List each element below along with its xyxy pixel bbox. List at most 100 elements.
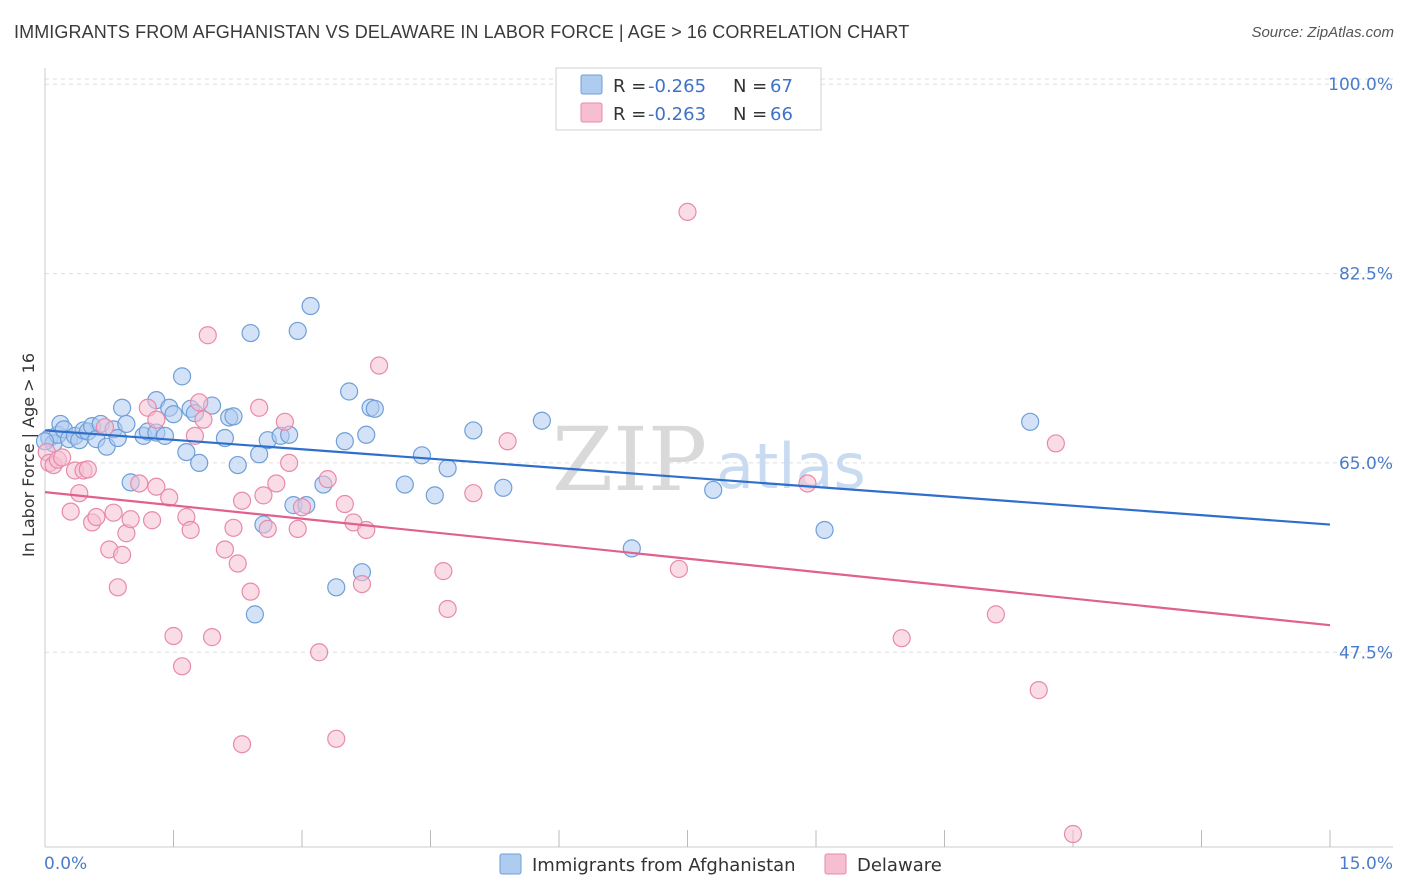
pink-point-11 bbox=[87, 507, 106, 527]
pink-point-47 bbox=[292, 498, 312, 517]
blue-point-61 bbox=[532, 411, 551, 430]
pink-point-16 bbox=[112, 545, 132, 564]
series-legend-label-blue: Immigrants from Afghanistan bbox=[532, 855, 796, 876]
watermark-atlas: atlas bbox=[716, 430, 866, 503]
blue-point-17 bbox=[117, 414, 136, 434]
pink-point-12 bbox=[95, 418, 115, 437]
scatter-points bbox=[35, 202, 1083, 844]
blue-point-37 bbox=[245, 605, 264, 624]
pink-point-46 bbox=[288, 519, 307, 539]
y-tick-label-1: 82.5% bbox=[1339, 265, 1393, 285]
series-legend-swatch-blue bbox=[499, 853, 522, 875]
series-legend-label-pink: Delaware bbox=[857, 855, 942, 876]
stats-legend-swatch-blue bbox=[580, 74, 603, 95]
blue-point-34 bbox=[224, 407, 243, 426]
pink-point-14 bbox=[104, 503, 123, 522]
pink-point-60 bbox=[669, 559, 689, 579]
pink-point-40 bbox=[250, 398, 269, 417]
blue-point-48 bbox=[327, 578, 346, 597]
blue-point-46 bbox=[301, 296, 320, 316]
blue-point-23 bbox=[155, 426, 175, 445]
pink-point-61 bbox=[678, 202, 697, 221]
blue-point-56 bbox=[412, 446, 432, 465]
pink-point-56 bbox=[434, 562, 453, 581]
trend-lines bbox=[44, 429, 1331, 627]
series-legend-swatch-pink bbox=[824, 853, 847, 875]
blue-point-57 bbox=[425, 486, 444, 505]
blue-point-50 bbox=[340, 382, 359, 401]
blue-point-54 bbox=[365, 399, 384, 418]
pink-point-30 bbox=[190, 393, 209, 412]
y-tick-label-3: 47.5% bbox=[1339, 643, 1393, 663]
pink-point-65 bbox=[1029, 681, 1048, 700]
legend-n-label-pink: N = bbox=[733, 104, 767, 125]
x-ticks: 0.0% 15.0% bbox=[44, 830, 1393, 874]
watermark: ZIP atlas bbox=[552, 408, 866, 511]
pink-point-18 bbox=[121, 510, 140, 529]
pink-point-5 bbox=[61, 502, 80, 521]
legend-r-value-pink: -0.263 bbox=[648, 104, 706, 125]
pink-point-32 bbox=[198, 326, 217, 345]
legend-n-value-blue: 67 bbox=[770, 76, 793, 97]
pink-point-42 bbox=[258, 519, 277, 539]
pink-point-26 bbox=[172, 657, 192, 676]
blue-point-16 bbox=[112, 398, 132, 417]
legend-r-label-blue: R = bbox=[613, 76, 646, 97]
pink-point-51 bbox=[335, 494, 354, 514]
blue-point-30 bbox=[190, 453, 209, 473]
pink-point-15 bbox=[108, 578, 127, 597]
watermark-zip: ZIP bbox=[552, 408, 707, 511]
pink-point-64 bbox=[986, 605, 1006, 624]
pink-point-45 bbox=[280, 453, 299, 473]
pink-point-21 bbox=[142, 511, 162, 530]
blue-point-55 bbox=[395, 475, 414, 494]
blue-trend-line bbox=[44, 429, 1331, 526]
blue-point-36 bbox=[241, 323, 260, 343]
blue-point-44 bbox=[288, 321, 307, 341]
blue-point-25 bbox=[164, 405, 183, 424]
blue-point-64 bbox=[815, 520, 834, 540]
pink-point-28 bbox=[181, 520, 200, 540]
pink-point-50 bbox=[327, 729, 346, 748]
pink-point-57 bbox=[438, 599, 457, 619]
source-credit: Source: ZipAtlas.com bbox=[1251, 24, 1394, 41]
y-axis-label: In Labor Force | Age > 16 bbox=[19, 353, 38, 557]
pink-point-34 bbox=[215, 540, 234, 559]
x-tick-label-1: 15.0% bbox=[1339, 854, 1393, 874]
pink-point-49 bbox=[318, 470, 337, 489]
y-tick-label-0: 100.0% bbox=[1328, 75, 1393, 95]
x-tick-label-0: 0.0% bbox=[44, 854, 87, 874]
pink-point-22 bbox=[147, 410, 166, 429]
blue-point-49 bbox=[335, 432, 354, 451]
pink-point-36 bbox=[228, 554, 247, 573]
pink-point-37 bbox=[232, 491, 252, 510]
pink-point-7 bbox=[70, 484, 89, 503]
blue-point-60 bbox=[494, 478, 513, 497]
pink-point-39 bbox=[241, 582, 260, 601]
blue-point-52 bbox=[357, 425, 376, 444]
y-tick-labels: 100.0% 82.5% 65.0% 47.5% bbox=[1328, 75, 1393, 663]
legend-r-value-blue: -0.265 bbox=[648, 76, 706, 97]
pink-point-67 bbox=[1063, 824, 1083, 844]
blue-point-58 bbox=[438, 459, 457, 478]
pink-point-4 bbox=[53, 448, 72, 467]
blue-point-65 bbox=[1021, 412, 1040, 431]
pink-point-59 bbox=[498, 432, 517, 451]
pink-point-41 bbox=[254, 486, 273, 505]
pink-point-33 bbox=[202, 628, 222, 647]
pink-point-48 bbox=[310, 643, 329, 662]
blue-point-15 bbox=[108, 428, 127, 448]
legend-n-value-pink: 66 bbox=[770, 104, 793, 125]
blue-point-59 bbox=[464, 421, 483, 440]
pink-point-38 bbox=[232, 735, 252, 754]
pink-trend-line bbox=[44, 491, 1331, 627]
legend-n-label-blue: N = bbox=[733, 76, 767, 97]
pink-point-23 bbox=[147, 477, 166, 496]
pink-point-19 bbox=[130, 474, 149, 493]
pink-point-58 bbox=[464, 484, 483, 503]
series-legend: Immigrants from Afghanistan Delaware bbox=[499, 853, 942, 876]
y-tick-label-2: 65.0% bbox=[1339, 454, 1393, 474]
pink-point-9 bbox=[78, 460, 97, 479]
chart-title: IMMIGRANTS FROM AFGHANISTAN VS DELAWARE … bbox=[14, 22, 910, 42]
